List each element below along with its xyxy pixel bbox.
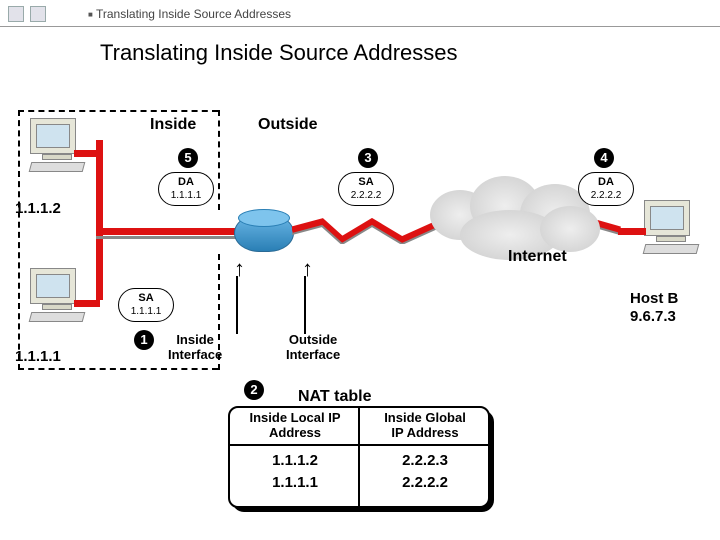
zone-inside-label: Inside	[150, 116, 196, 134]
lan-cable-shadow	[96, 236, 238, 239]
page-title: Translating Inside Source Addresses	[100, 40, 458, 66]
inside-interface-label: InsideInterface	[168, 332, 222, 362]
packet-3-val: 2.2.2.2	[339, 189, 393, 202]
packet-4-val: 2.2.2.2	[579, 189, 633, 202]
packet-4-hdr: DA	[598, 176, 614, 188]
nat-r1c2: 2.2.2.3	[362, 452, 488, 469]
arrow-inside-stem	[236, 276, 238, 334]
hostb-cable	[618, 228, 646, 235]
lan-cable-to-router	[96, 228, 238, 235]
nat-h2b: IP Address	[391, 425, 458, 440]
computer-inside-top	[30, 118, 84, 172]
inside-interface-l2: Interface	[168, 347, 222, 362]
inside-interface-l1: Inside	[176, 332, 214, 347]
packet-4: DA2.2.2.2	[578, 172, 634, 206]
outside-interface-l1: Outside	[289, 332, 337, 347]
hostb-name: Host B	[630, 290, 678, 307]
internet-label: Internet	[508, 248, 567, 266]
topbar-small-title: Translating Inside Source Addresses	[96, 7, 291, 21]
nat-table-vline	[358, 406, 360, 508]
packet-1: SA1.1.1.1	[118, 288, 174, 322]
outside-interface-label: OutsideInterface	[286, 332, 340, 362]
packet-1-hdr: SA	[138, 292, 153, 304]
lan-cable-bottom	[74, 300, 100, 307]
packet-3-hdr: SA	[358, 176, 373, 188]
nat-table-title: NAT table	[298, 388, 371, 406]
computer-inside-bottom	[30, 268, 84, 322]
nat-h2: Inside GlobalIP Address	[362, 410, 488, 440]
packet-5-val: 1.1.1.1	[159, 189, 213, 202]
nat-h2a: Inside Global	[384, 410, 466, 425]
router-icon	[234, 214, 294, 252]
bullet-icon: ■	[88, 10, 93, 19]
lan-cable-top	[74, 150, 100, 157]
step-badge-5: 5	[178, 148, 198, 168]
step-badge-1: 1	[134, 330, 154, 350]
nat-h1b: Address	[269, 425, 321, 440]
packet-3: SA2.2.2.2	[338, 172, 394, 206]
packet-5-hdr: DA	[178, 176, 194, 188]
host-left-top-ip: 1.1.1.2	[15, 200, 61, 217]
inside-zone-right-top	[218, 110, 220, 210]
top-square-1	[8, 6, 24, 22]
packet-1-val: 1.1.1.1	[119, 305, 173, 318]
nat-r2c1: 1.1.1.1	[232, 474, 358, 491]
lan-cable-vertical	[96, 140, 103, 300]
nat-r1c1: 1.1.1.2	[232, 452, 358, 469]
top-divider	[0, 26, 720, 27]
step-badge-3: 3	[358, 148, 378, 168]
step-badge-4: 4	[594, 148, 614, 168]
zone-outside-label: Outside	[258, 116, 318, 134]
packet-5: DA1.1.1.1	[158, 172, 214, 206]
nat-h1: Inside Local IPAddress	[232, 410, 358, 440]
arrow-outside-stem	[304, 276, 306, 334]
slide-topbar: ■ Translating Inside Source Addresses	[0, 8, 720, 26]
host-left-bottom-ip: 1.1.1.1	[15, 348, 61, 365]
computer-hostb	[644, 200, 698, 254]
hostb-ip: 9.6.7.3	[630, 308, 676, 325]
step-badge-2: 2	[244, 380, 264, 400]
top-square-2	[30, 6, 46, 22]
nat-h1a: Inside Local IP	[249, 410, 340, 425]
outside-interface-l2: Interface	[286, 347, 340, 362]
nat-r2c2: 2.2.2.2	[362, 474, 488, 491]
